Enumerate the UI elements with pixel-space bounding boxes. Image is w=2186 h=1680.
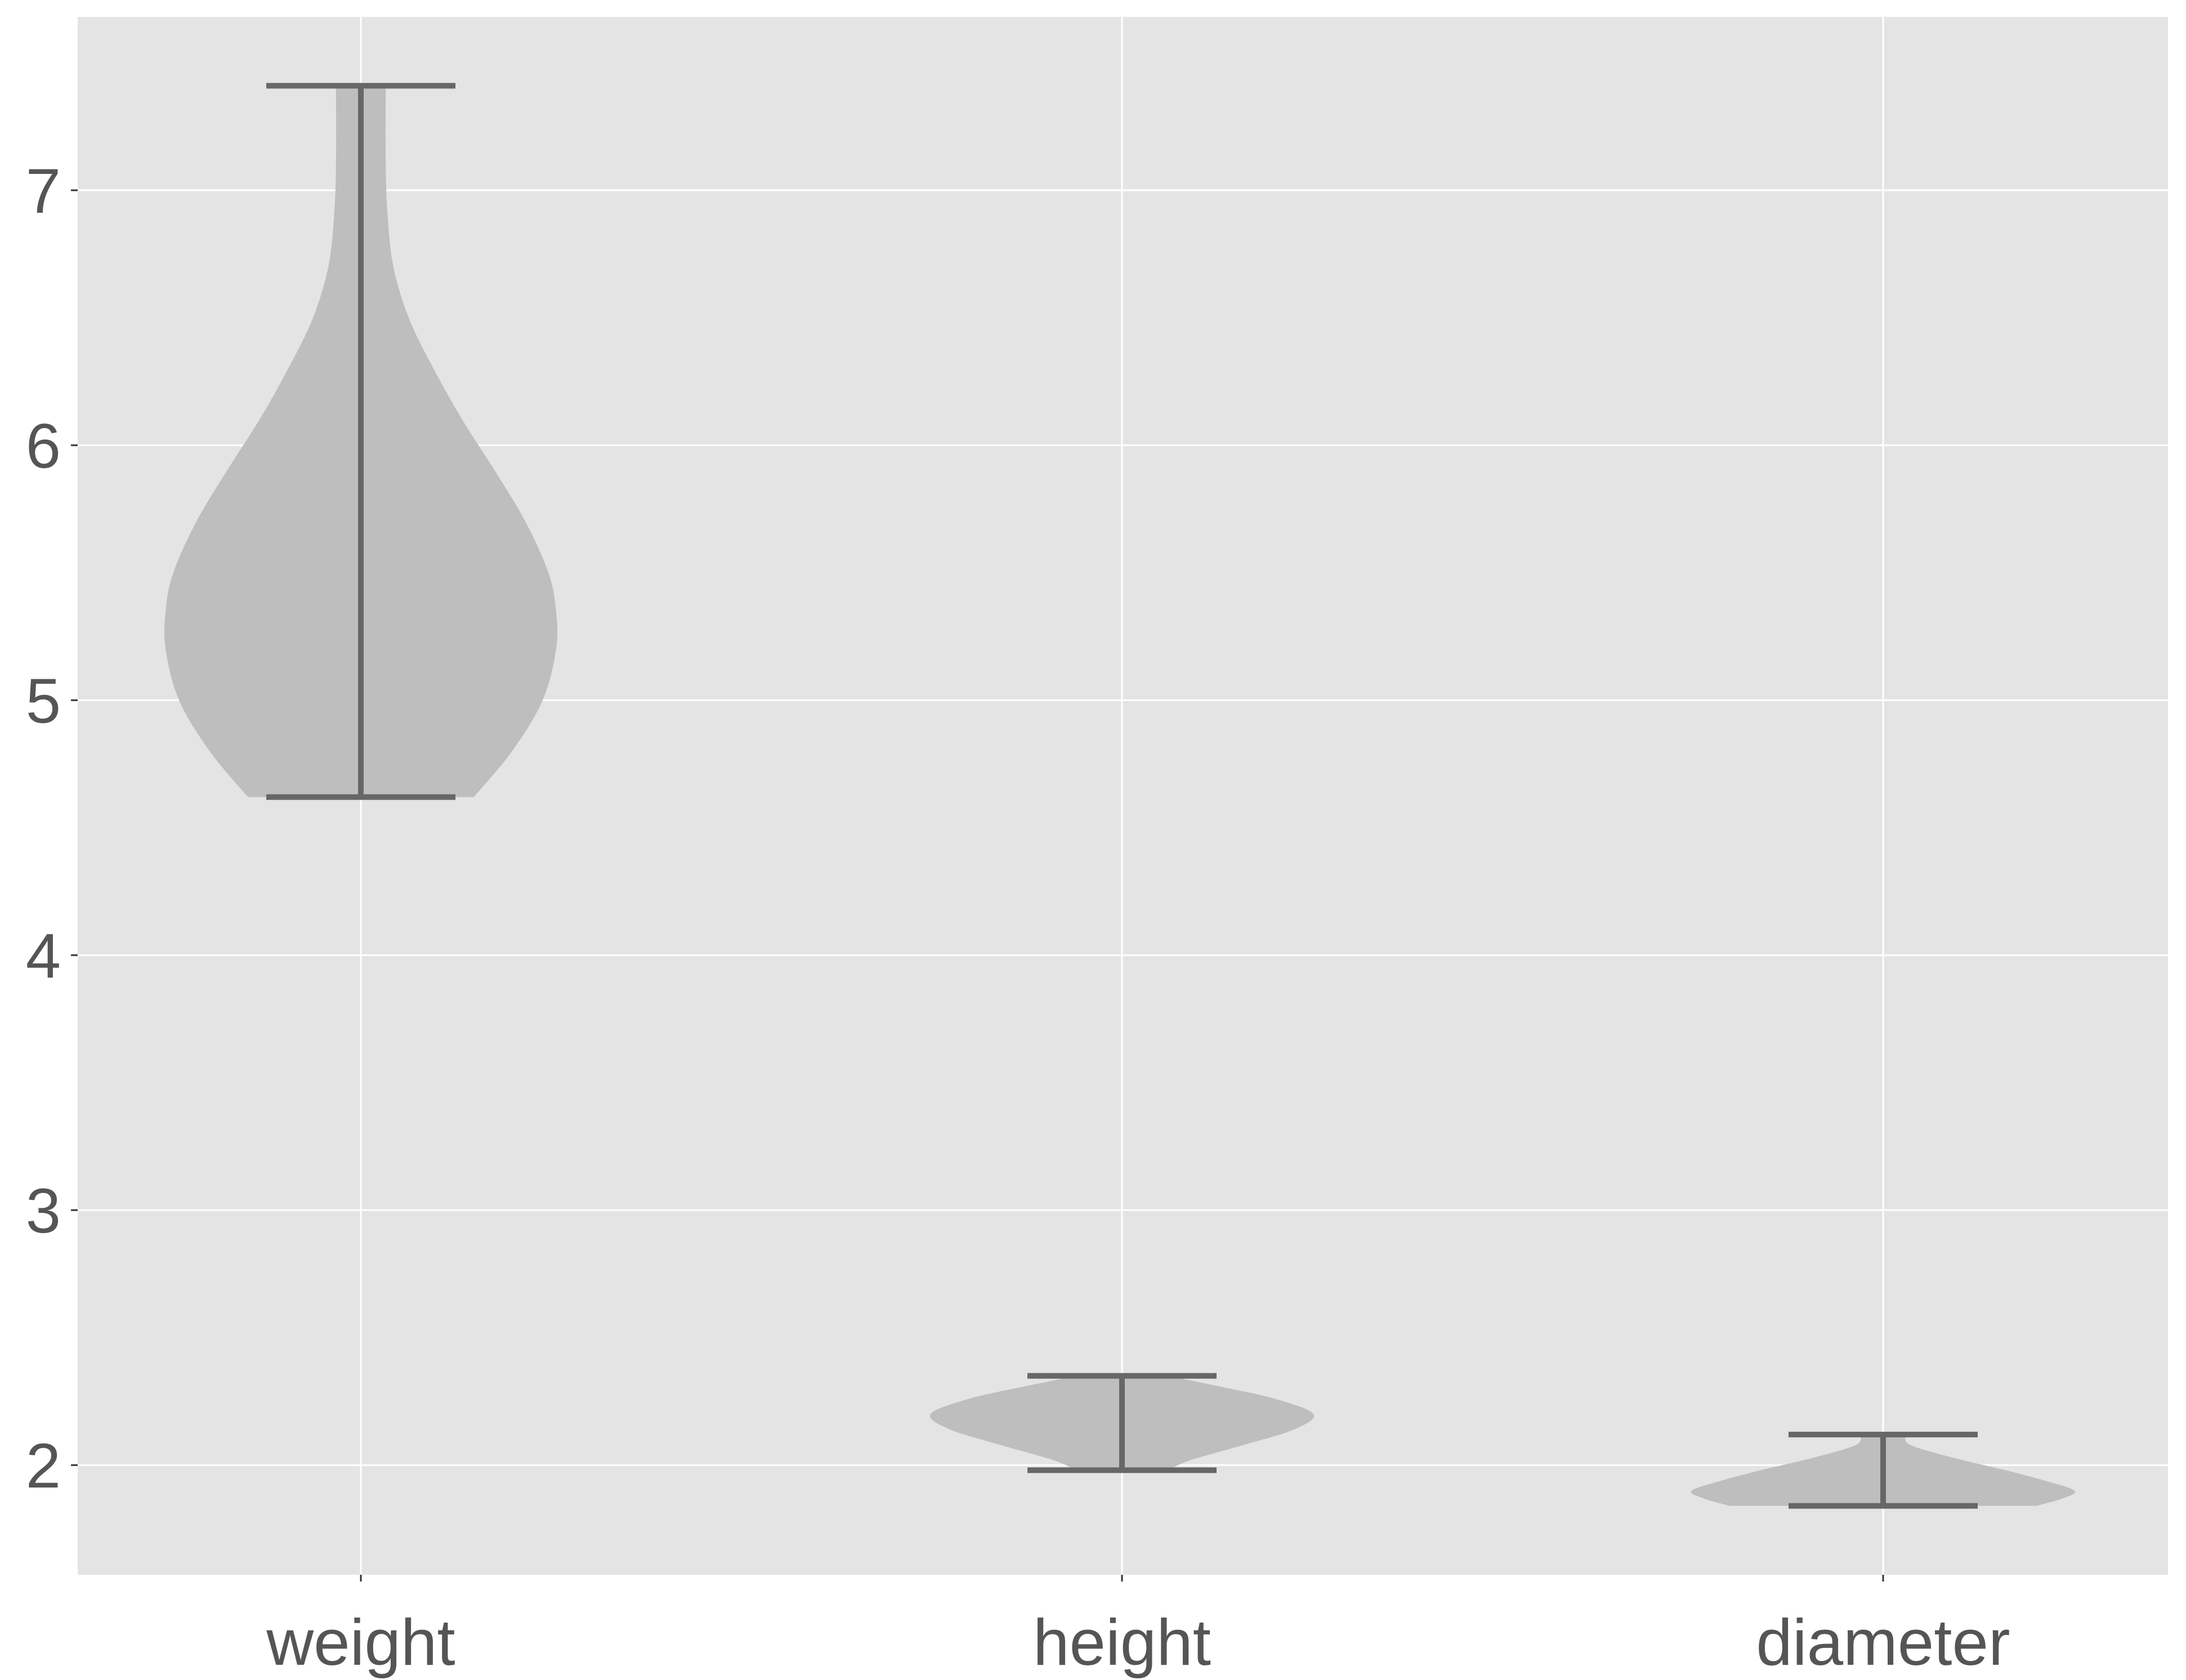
y-tick-label-2: 2 bbox=[26, 1431, 61, 1501]
x-axis: weight height diameter bbox=[266, 1575, 2010, 1679]
whisker-group bbox=[266, 83, 1978, 1509]
y-tick-label-6: 6 bbox=[26, 411, 61, 481]
y-tick-label-3: 3 bbox=[26, 1176, 61, 1246]
y-axis: 2 3 4 5 6 7 bbox=[26, 156, 78, 1501]
x-tick-label-diameter: diameter bbox=[1756, 1606, 2010, 1679]
x-tick-label-height: height bbox=[1033, 1606, 1211, 1679]
x-tick-label-weight: weight bbox=[266, 1606, 455, 1679]
y-tick-label-7: 7 bbox=[26, 156, 61, 226]
y-tick-label-4: 4 bbox=[26, 921, 61, 991]
y-tick-label-5: 5 bbox=[26, 666, 61, 736]
